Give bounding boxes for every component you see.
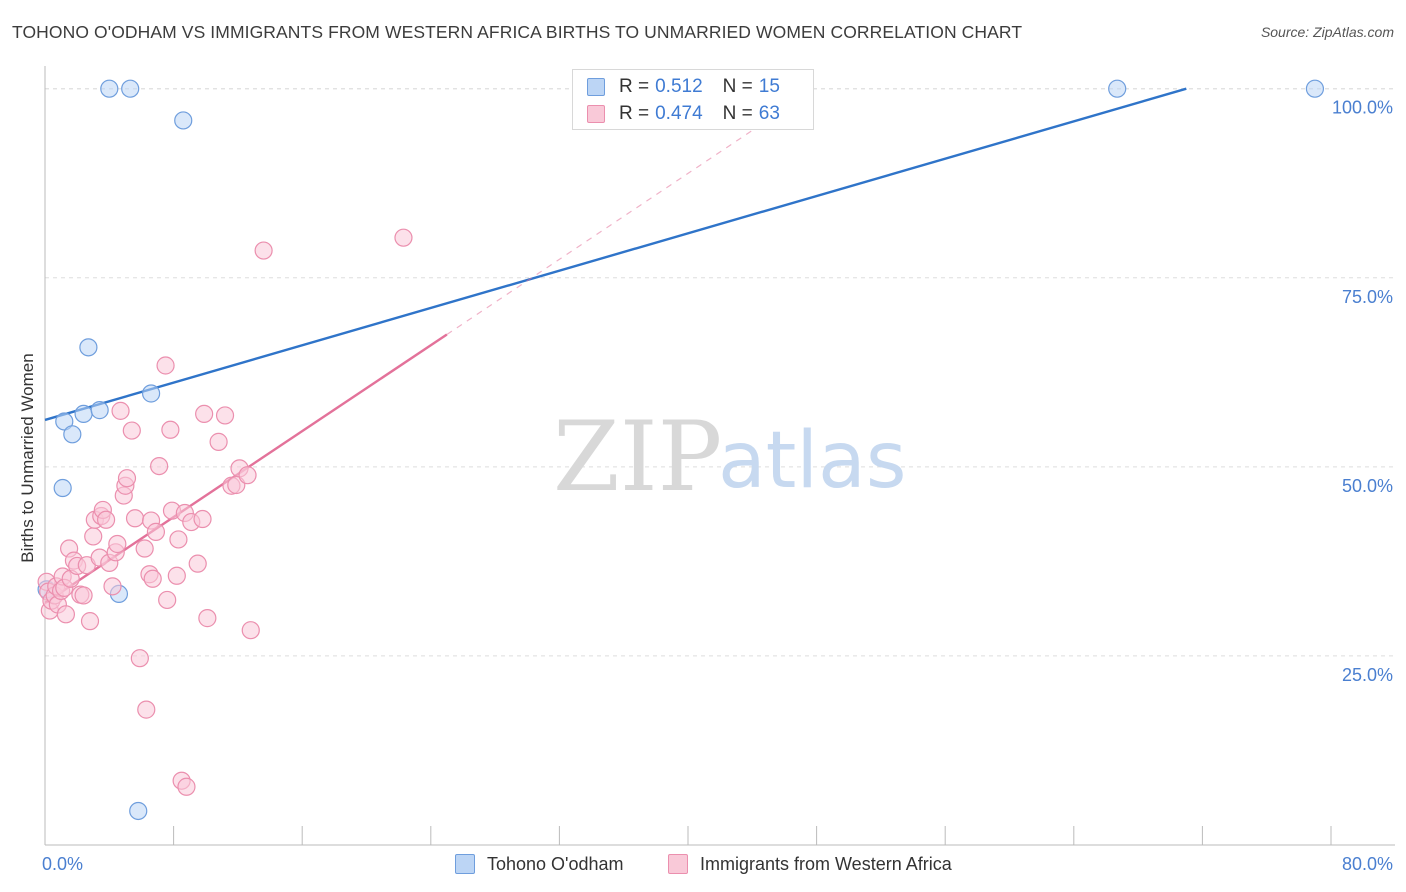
data-point-western-africa: [122, 421, 141, 440]
legend-swatch-tohono: [587, 78, 605, 96]
data-point-tohono: [1305, 79, 1325, 98]
chart-title: TOHONO O'ODHAM VS IMMIGRANTS FROM WESTER…: [12, 22, 1023, 42]
data-point-tohono: [174, 111, 193, 130]
r-label: R =: [619, 76, 650, 97]
data-point-western-africa: [150, 456, 169, 476]
data-point-tohono: [63, 425, 82, 444]
data-point-western-africa: [156, 356, 175, 375]
grid-layer: [45, 88, 1395, 657]
data-point-western-africa: [195, 404, 214, 424]
data-point-tohono: [141, 384, 161, 403]
data-point-western-africa: [80, 612, 100, 631]
data-point-western-africa: [198, 609, 217, 628]
stats-legend-row-western-africa: R = 0.474 N = 63: [587, 101, 780, 127]
points-layer: [37, 79, 1325, 821]
data-point-western-africa: [394, 228, 413, 247]
data-point-tohono: [100, 79, 119, 98]
n-value: 63: [758, 103, 780, 124]
data-point-western-africa: [146, 522, 166, 541]
data-point-western-africa: [241, 621, 260, 640]
trend-line-tohono: [44, 87, 1187, 422]
r-value: 0.512: [655, 76, 703, 97]
data-point-western-africa: [84, 527, 103, 546]
stats-legend-row-tohono: R = 0.512 N = 15: [587, 74, 780, 100]
r-value: 0.474: [655, 103, 703, 124]
r-label: R =: [619, 103, 650, 124]
n-label: N =: [722, 76, 753, 97]
y-tick-label: 100.0%: [1332, 98, 1393, 118]
data-point-western-africa: [209, 432, 228, 451]
data-point-western-africa: [167, 566, 186, 585]
data-point-western-africa: [158, 590, 177, 610]
y-tick-label: 25.0%: [1342, 665, 1393, 685]
data-point-tohono: [55, 412, 74, 431]
data-point-western-africa: [125, 509, 145, 528]
bottom-legend-swatch-tohono: [455, 854, 475, 874]
x-tick-label: 80.0%: [1342, 854, 1393, 874]
data-point-tohono: [129, 801, 148, 821]
data-point-western-africa: [161, 420, 180, 439]
n-label: N =: [722, 103, 753, 124]
data-point-tohono: [90, 401, 109, 420]
trend-extension-western-africa: [446, 119, 769, 335]
data-point-tohono: [74, 404, 93, 424]
data-point-western-africa: [137, 700, 156, 719]
data-point-tohono: [1108, 79, 1127, 98]
bottom-legend-tohono: Tohono O'odham: [455, 852, 624, 876]
data-point-western-africa: [111, 401, 130, 420]
data-point-western-africa: [238, 466, 257, 485]
bottom-legend-label: Tohono O'odham: [487, 853, 624, 874]
bottom-legend-label: Immigrants from Western Africa: [700, 853, 952, 874]
source-credit: Source: ZipAtlas.com: [1260, 24, 1394, 40]
stats-legend: R = 0.512 N = 15 R = 0.474 N = 63: [572, 69, 814, 130]
bottom-legend-western-africa: Immigrants from Western Africa: [668, 852, 952, 876]
data-point-western-africa: [169, 530, 188, 549]
data-point-western-africa: [117, 469, 137, 488]
data-point-western-africa: [254, 241, 273, 260]
watermark-zip: ZIP: [553, 401, 722, 513]
data-point-western-africa: [143, 569, 162, 588]
watermark: ZIP atlas: [553, 401, 907, 513]
y-tick-label: 75.0%: [1342, 287, 1393, 307]
data-point-western-africa: [135, 539, 154, 558]
data-point-western-africa: [130, 649, 149, 668]
data-point-western-africa: [193, 509, 212, 529]
trend-layer: [44, 87, 1187, 604]
data-point-western-africa: [215, 406, 235, 425]
x-tick-label: 0.0%: [42, 854, 83, 874]
data-point-tohono: [121, 79, 140, 98]
legend-swatch-western-africa: [587, 105, 605, 123]
data-point-tohono: [53, 478, 72, 498]
labels-layer: 25.0% 50.0% 75.0% 100.0% 0.0% 80.0%: [42, 98, 1393, 874]
bottom-legend-swatch-western-africa: [668, 854, 688, 874]
data-point-western-africa: [74, 586, 93, 605]
data-point-western-africa: [108, 534, 127, 554]
watermark-atlas: atlas: [718, 416, 907, 506]
y-tick-label: 50.0%: [1342, 476, 1393, 496]
y-axis-label: Births to Unmarried Women: [18, 353, 37, 563]
data-point-western-africa: [56, 605, 75, 624]
data-point-tohono: [79, 338, 98, 357]
axes-layer: [44, 66, 1395, 846]
n-value: 15: [758, 76, 780, 97]
data-point-western-africa: [96, 510, 116, 529]
data-point-western-africa: [188, 554, 207, 573]
data-point-western-africa: [103, 577, 122, 596]
data-point-western-africa: [177, 777, 196, 796]
